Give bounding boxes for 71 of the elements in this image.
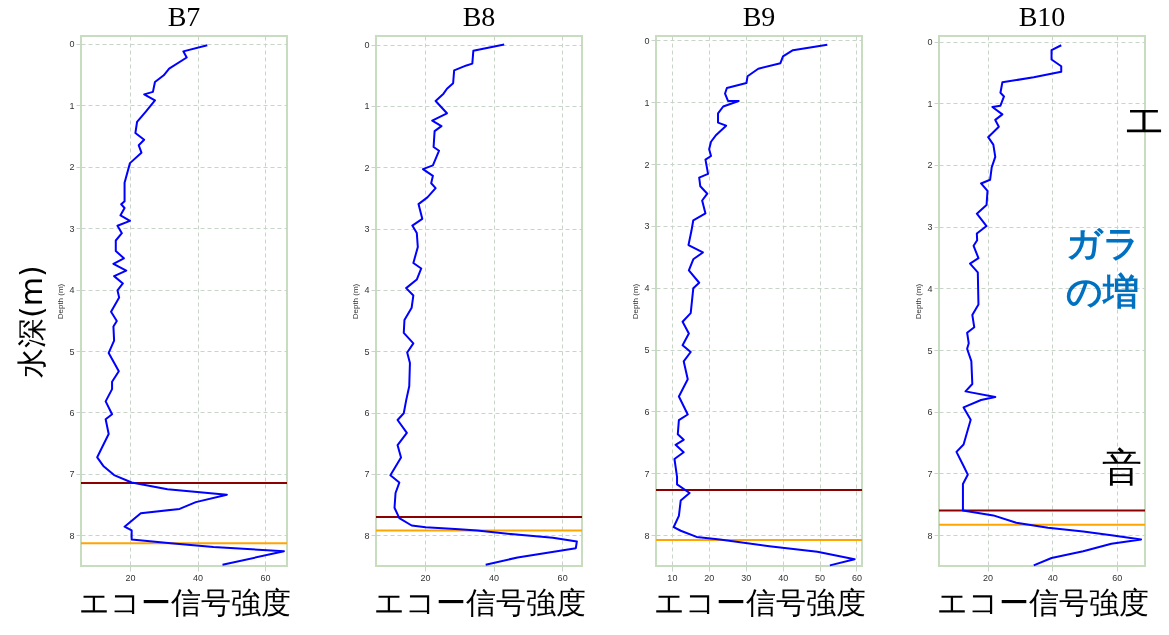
x-tick-label: 60 — [1112, 572, 1123, 583]
x-axis-title: エコー信号強度 — [653, 584, 866, 620]
y-tick-label: 3 — [69, 223, 75, 234]
y-tick-label: 8 — [69, 530, 75, 541]
x-axis-title: エコー信号強度 — [78, 584, 291, 620]
y-tick-label: 3 — [364, 224, 370, 235]
y-tick-label: 7 — [364, 469, 370, 480]
y-tick-label: 4 — [644, 283, 650, 294]
x-tick-label: 40 — [1047, 572, 1058, 583]
x-tick-label: 20 — [704, 572, 715, 583]
y-tick-label: 5 — [69, 346, 75, 357]
x-axis-title: エコー信号強度 — [373, 584, 586, 620]
annotation: エ — [1124, 95, 1165, 144]
x-tick-label: 40 — [778, 572, 789, 583]
y-tick-label: 4 — [364, 285, 370, 296]
x-tick-label: 50 — [815, 572, 826, 583]
y-tick-label: 8 — [644, 530, 650, 541]
y-tick-label: 6 — [69, 407, 75, 418]
y-axis-title: Depth (m) — [631, 283, 641, 320]
y-tick-label: 7 — [644, 468, 650, 479]
y-tick-label: 2 — [69, 162, 75, 173]
annotation: の増 — [1066, 270, 1139, 314]
annotation: ガラ — [1066, 222, 1140, 266]
line-series — [672, 43, 856, 567]
y-tick-label: 7 — [69, 469, 75, 480]
y-tick-label: 3 — [927, 222, 933, 233]
y-tick-label: 2 — [927, 160, 933, 171]
y-tick-label: 3 — [644, 221, 650, 232]
chart-title: B8 — [462, 1, 496, 32]
y-tick-label: 5 — [364, 346, 370, 357]
y-tick-label: 1 — [927, 98, 933, 109]
chart-title: B9 — [742, 1, 776, 32]
x-tick-label: 60 — [851, 572, 862, 583]
line-series — [96, 44, 285, 566]
line-series — [389, 43, 578, 566]
y-tick-label: 4 — [69, 285, 75, 296]
y-tick-label: 7 — [927, 468, 933, 479]
y-tick-label: 5 — [644, 345, 650, 356]
y-tick-label: 0 — [364, 40, 370, 51]
y-tick-label: 0 — [927, 37, 933, 48]
chart-title: B7 — [167, 1, 201, 32]
x-tick-label: 60 — [557, 572, 568, 583]
y-tick-label: 1 — [364, 101, 370, 112]
x-tick-label: 40 — [193, 572, 204, 583]
x-tick-label: 30 — [741, 572, 752, 583]
y-tick-label: 1 — [644, 97, 650, 108]
text: 水深(m) — [13, 265, 50, 378]
y-tick-label: 8 — [927, 530, 933, 541]
y-tick-label: 8 — [364, 530, 370, 541]
x-tick-label: 60 — [260, 572, 271, 583]
chart-title: B10 — [1018, 1, 1066, 32]
y-axis-title: Depth (m) — [351, 283, 361, 320]
x-tick-label: 40 — [489, 572, 500, 583]
x-tick-label: 20 — [983, 572, 994, 583]
x-axis-title: エコー信号強度 — [936, 584, 1149, 620]
x-tick-label: 20 — [125, 572, 136, 583]
y-tick-label: 0 — [644, 35, 650, 46]
y-tick-label: 0 — [69, 39, 75, 50]
y-axis-title: Depth (m) — [914, 283, 924, 320]
y-axis-title: Depth (m) — [56, 283, 66, 320]
x-tick-label: 20 — [420, 572, 431, 583]
y-tick-label: 6 — [927, 407, 933, 418]
y-tick-label: 2 — [364, 162, 370, 173]
y-tick-label: 4 — [927, 283, 933, 294]
x-tick-label: 10 — [667, 572, 678, 583]
y-tick-label: 1 — [69, 100, 75, 111]
y-tick-label: 2 — [644, 159, 650, 170]
y-tick-label: 6 — [644, 406, 650, 417]
y-tick-label: 6 — [364, 408, 370, 419]
y-tick-label: 5 — [927, 345, 933, 356]
annotation: 音 — [1102, 443, 1142, 492]
